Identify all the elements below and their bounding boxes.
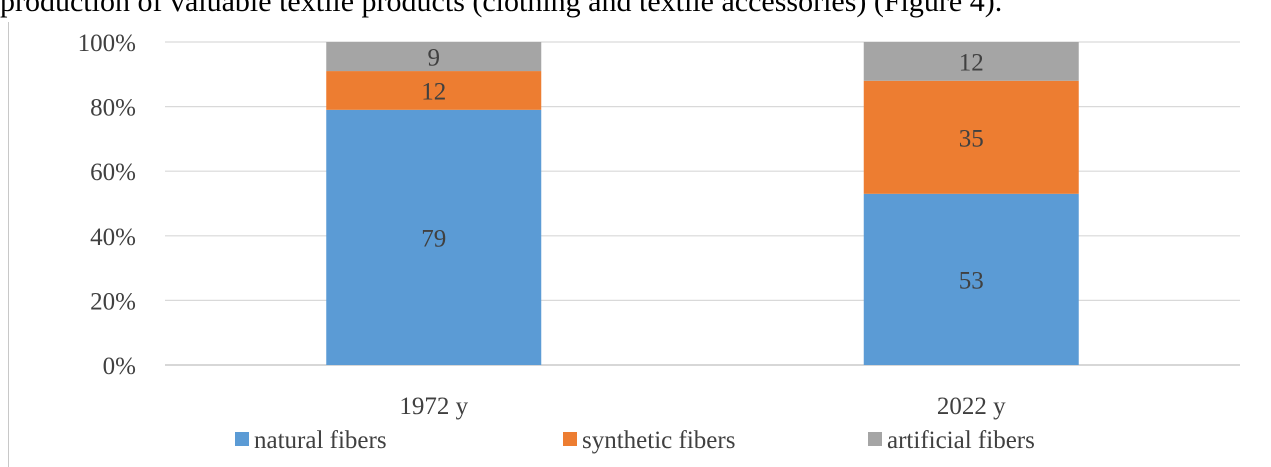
y-tick-label: 80%: [90, 95, 136, 122]
bars: [326, 42, 1079, 365]
x-axis-ticks: 1972 y 2022 y: [399, 393, 1006, 420]
legend: natural fibers synthetic fibers artificial…: [235, 427, 1035, 454]
bar-segment: [326, 71, 542, 110]
data-label: 12: [959, 49, 984, 76]
x-tick-label: 1972 y: [399, 393, 468, 420]
legend-label: natural fibers: [254, 427, 387, 454]
data-label: 9: [428, 45, 441, 72]
legend-label: synthetic fibers: [582, 427, 735, 454]
data-label: 12: [421, 78, 446, 105]
x-tick-label: 2022 y: [937, 393, 1006, 420]
data-label: 53: [959, 267, 984, 294]
chart-frame-border: [8, 22, 9, 467]
y-tick-label: 0%: [103, 353, 136, 380]
legend-swatch: [235, 432, 249, 446]
y-tick-label: 20%: [90, 288, 136, 315]
data-label: 35: [959, 125, 984, 152]
y-tick-label: 40%: [90, 224, 136, 251]
data-label: 79: [421, 225, 446, 252]
bar-segment: [863, 193, 1079, 365]
bar-segment: [863, 42, 1079, 81]
y-tick-label: 60%: [90, 159, 136, 186]
legend-label: artificial fibers: [887, 427, 1035, 454]
caption-fragment: production of valuable textile products …: [0, 0, 1003, 18]
bar-segment: [863, 80, 1079, 194]
bar-segment: [326, 42, 542, 72]
y-tick-label: 100%: [78, 30, 136, 57]
legend-swatch: [868, 432, 882, 446]
y-axis-ticks: 0% 20% 40% 60% 80% 100%: [78, 30, 136, 380]
data-labels: 79 12 9 53 35 12: [421, 45, 984, 295]
legend-swatch: [563, 432, 577, 446]
bar-segment: [326, 109, 542, 365]
